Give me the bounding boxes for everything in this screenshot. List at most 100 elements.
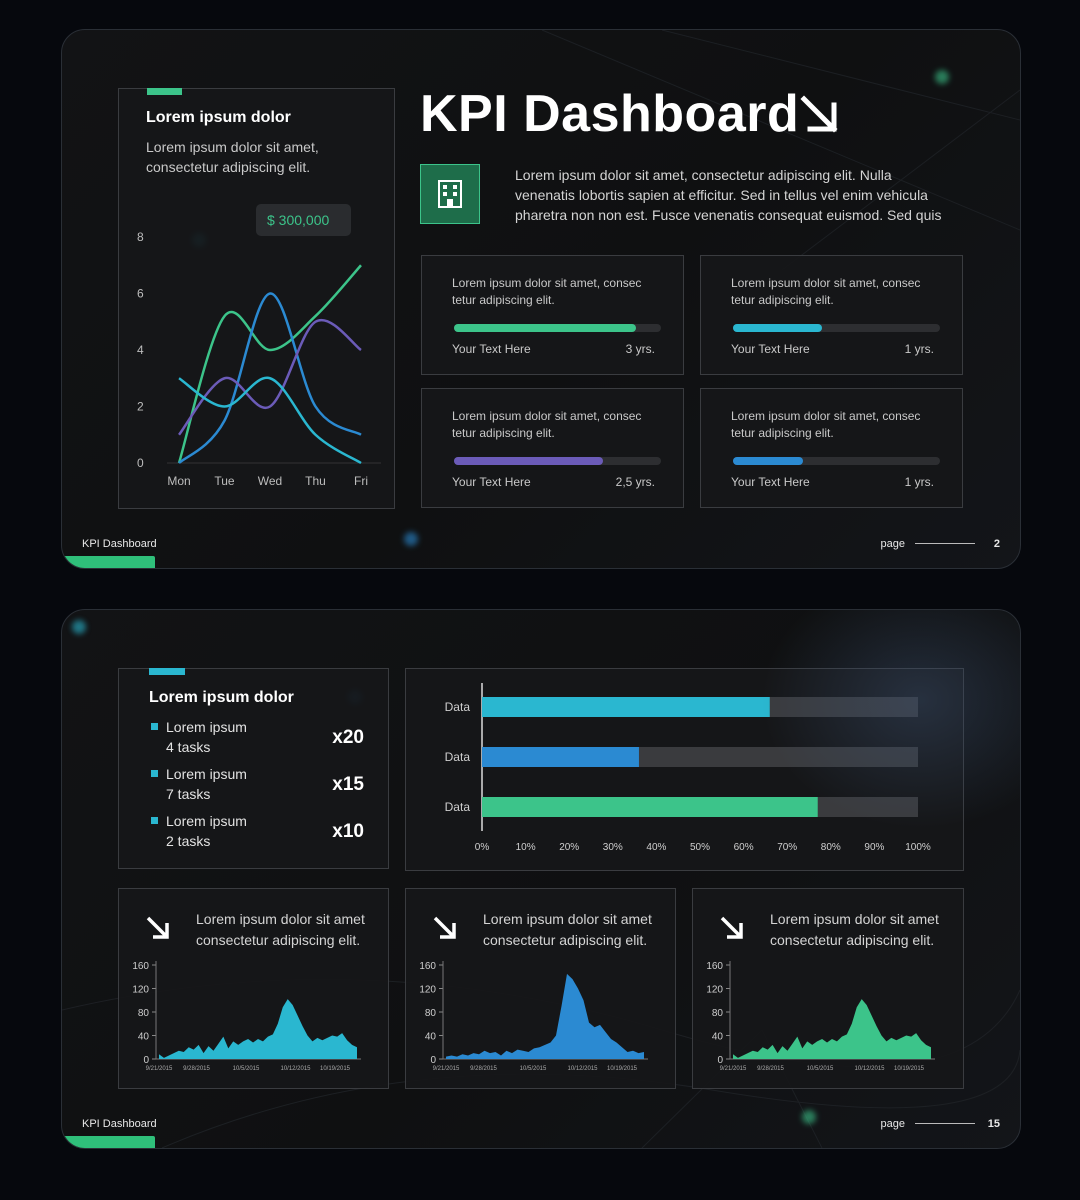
y-tick-label: 120 (706, 985, 723, 996)
x-tick-label: 9/28/2015 (757, 1066, 784, 1072)
progress-value: 1 yrs. (904, 342, 934, 356)
bullet-square (151, 770, 158, 777)
mini-card-text: Lorem ipsum dolor sit amet consectetur a… (196, 911, 365, 948)
y-tick-label: 2 (137, 400, 144, 414)
progress-track (454, 457, 661, 465)
x-tick-label: 10/5/2015 (807, 1066, 834, 1072)
x-tick-label: Tue (214, 474, 235, 488)
y-tick-label: 120 (132, 985, 149, 996)
bar (482, 747, 639, 767)
page-divider (915, 1123, 975, 1124)
decorative-glow (404, 532, 418, 546)
progress-track (733, 457, 940, 465)
area-chart: 0 40 80 120 160 9/21/2015 9/28/2015 10/5/2015 10… (132, 961, 361, 1072)
progress-fill (733, 324, 822, 332)
progress-fill (454, 457, 604, 465)
line-chart-card: Lorem ipsum dolor Lorem ipsum dolor sit … (118, 88, 395, 509)
page-label: page (880, 538, 905, 550)
task-count: 4 tasks (166, 739, 211, 755)
card-accent (147, 88, 182, 95)
bullet-square (151, 723, 158, 730)
y-tick-label: 0 (143, 1055, 149, 1066)
card-subtext: Lorem ipsum dolor sit amet, consectetur … (146, 139, 319, 175)
card-heading: Lorem ipsum dolor (146, 109, 291, 126)
x-tick-label: 60% (734, 842, 754, 853)
x-tick-label: 9/21/2015 (146, 1066, 173, 1072)
x-tick-label: 30% (603, 842, 623, 853)
slide-kpi-dashboard-page-15: Lorem ipsum dolor Lorem ipsum 4 tasks x20… (61, 609, 1021, 1149)
decorative-glow (72, 620, 86, 634)
x-tick-label: 9/28/2015 (470, 1066, 497, 1072)
progress-track (733, 324, 940, 332)
progress-label: Your Text Here (452, 342, 531, 356)
x-tick-label: 80% (821, 842, 841, 853)
progress-value: 3 yrs. (625, 342, 655, 356)
x-tick-label: 10/19/2015 (320, 1066, 351, 1072)
bar-category-label: Data (445, 700, 471, 714)
task-item: Lorem ipsum 2 tasks x10 (149, 811, 364, 855)
building-icon (420, 164, 480, 224)
x-tick-label: 10/19/2015 (607, 1066, 638, 1072)
x-tick-label: Wed (258, 474, 282, 488)
bar (482, 797, 818, 817)
mini-card-text: Lorem ipsum dolor sit amet consectetur a… (770, 911, 939, 948)
x-tick-label: 10/12/2015 (854, 1066, 885, 1072)
progress-card-text: Lorem ipsum dolor sit amet, consec tetur… (731, 409, 921, 440)
x-tick-label: 9/21/2015 (720, 1066, 747, 1072)
x-tick-label: 9/21/2015 (433, 1066, 460, 1072)
progress-card-text: Lorem ipsum dolor sit amet, consec tetur… (452, 276, 642, 307)
y-tick-label: 160 (132, 961, 149, 972)
line-series (178, 292, 362, 464)
x-tick-label: Mon (167, 474, 190, 488)
x-tick-label: 10/19/2015 (894, 1066, 925, 1072)
arrow-down-right-icon (146, 916, 169, 939)
y-tick-label: 80 (138, 1008, 150, 1019)
y-tick-label: 80 (425, 1008, 437, 1019)
y-tick-label: 4 (137, 343, 144, 357)
y-tick-label: 0 (430, 1055, 436, 1066)
task-multiplier: x10 (332, 821, 364, 842)
x-tick-label: 90% (864, 842, 884, 853)
y-tick-label: 120 (419, 985, 436, 996)
progress-track (454, 324, 661, 332)
bullet-square (151, 817, 158, 824)
line-series (177, 264, 362, 464)
callout-value: $ 300,000 (267, 212, 329, 228)
arrow-down-right-icon (433, 916, 456, 939)
y-tick-label: 160 (706, 961, 723, 972)
slide-kpi-dashboard-page-2: Lorem ipsum dolor Lorem ipsum dolor sit … (61, 29, 1021, 569)
area-series (733, 999, 931, 1059)
y-tick-label: 8 (137, 230, 144, 244)
horizontal-bar-chart: Data Data Data 0% 10% 20% 30% 40% 50% 60% 70% 80% 90… (445, 683, 931, 853)
line-chart: 0 2 4 6 8 Mon Tue Wed Thu Fri $ 300,000 (137, 204, 381, 488)
task-item: Lorem ipsum 4 tasks x20 (149, 717, 364, 761)
tasks-card: Lorem ipsum dolor Lorem ipsum 4 tasks x20… (118, 668, 389, 869)
task-count: 2 tasks (166, 833, 211, 849)
footer-accent-bar (62, 556, 155, 568)
bar (482, 697, 770, 717)
mini-area-card: Lorem ipsum dolor sit amet consectetur a… (405, 888, 676, 1089)
progress-label: Your Text Here (731, 475, 810, 489)
footer-label: KPI Dashboard (82, 1118, 157, 1130)
mini-card-text: Lorem ipsum dolor sit amet consectetur a… (483, 911, 652, 948)
background-lines (541, 30, 1020, 271)
card-heading: Lorem ipsum dolor (149, 689, 294, 706)
x-tick-label: 20% (559, 842, 579, 853)
x-tick-label: 10/12/2015 (280, 1066, 311, 1072)
x-tick-label: 40% (646, 842, 666, 853)
task-name: Lorem ipsum (166, 719, 247, 735)
decorative-glow (802, 1110, 816, 1124)
x-tick-label: 0% (475, 842, 490, 853)
x-tick-label: Thu (305, 474, 326, 488)
progress-label: Your Text Here (452, 475, 531, 489)
x-tick-label: 10% (516, 842, 536, 853)
page-number: 2 (993, 538, 1000, 550)
progress-card: Lorem ipsum dolor sit amet, consec tetur… (700, 388, 963, 508)
progress-card: Lorem ipsum dolor sit amet, consec tetur… (421, 255, 684, 375)
task-name: Lorem ipsum (166, 766, 247, 782)
area-series (446, 973, 644, 1059)
y-tick-label: 0 (137, 456, 144, 470)
area-chart: 0 40 80 120 160 9/21/2015 9/28/2015 10/5/2015 10… (419, 961, 648, 1072)
area-chart: 0 40 80 120 160 9/21/2015 9/28/2015 10/5/2015 10… (706, 961, 935, 1072)
x-tick-label: 10/5/2015 (233, 1066, 260, 1072)
